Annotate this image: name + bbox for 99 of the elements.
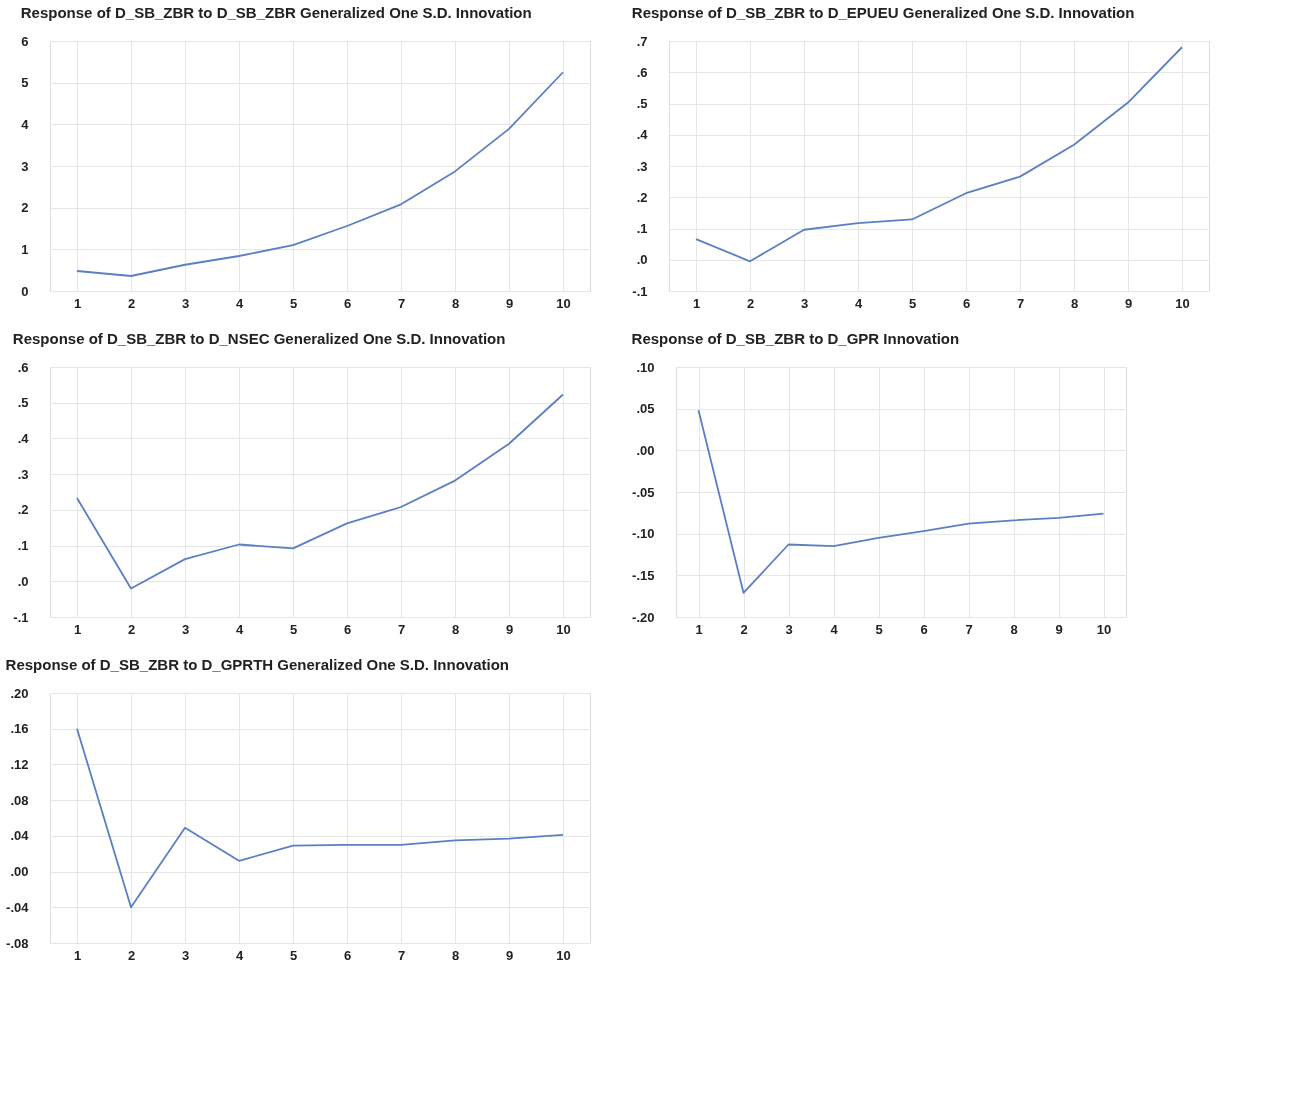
y-tick-label: .16: [10, 721, 29, 737]
y-tick-label: .1: [636, 221, 648, 236]
y-tick-label: -.08: [6, 935, 29, 951]
x-tick-label: 5: [908, 295, 917, 311]
y-tick-label: .1: [17, 538, 29, 554]
x-tick-label: 5: [289, 947, 298, 963]
y-tick-label: .0: [17, 573, 29, 589]
x-tick-label: 8: [1070, 295, 1079, 311]
x-tick-label: 10: [1096, 621, 1112, 637]
x-tick-label: 7: [1016, 295, 1025, 311]
x-tick-label: 2: [746, 295, 755, 311]
y-tick-label: -.20: [632, 609, 655, 625]
y-tick-label: -.10: [632, 526, 655, 542]
x-tick-label: 2: [127, 947, 136, 963]
x-tick-label: 8: [1010, 621, 1018, 637]
y-tick-label: .00: [636, 442, 655, 458]
chart-title: Response of D_SB_ZBR to D_GPR Innovation: [631, 330, 960, 347]
y-tick-label: .5: [636, 96, 648, 111]
y-tick-label: 2: [21, 200, 29, 216]
chart-title: Response of D_SB_ZBR to D_SB_ZBR Generalized One S.D. Innovation: [20, 4, 532, 21]
x-tick-label: 8: [451, 947, 460, 963]
y-tick-label: .4: [17, 430, 30, 446]
x-tick-label: 7: [397, 947, 406, 963]
y-tick-label: .3: [17, 466, 29, 482]
x-tick-label: 10: [556, 947, 571, 963]
x-tick-label: 6: [343, 947, 352, 963]
y-tick-label: 1: [21, 241, 29, 257]
x-tick-label: 7: [397, 295, 406, 311]
x-tick-label: 1: [73, 947, 82, 963]
x-tick-label: 4: [830, 621, 839, 637]
x-tick-label: 6: [343, 621, 352, 637]
x-tick-label: 2: [127, 621, 136, 637]
y-tick-label: 4: [21, 116, 30, 132]
x-tick-label: 9: [1055, 621, 1063, 637]
y-tick-label: .05: [636, 401, 655, 417]
y-tick-label: .4: [636, 127, 649, 143]
chart-title: Response of D_SB_ZBR to D_NSEC Generalized One S.D. Innovation: [12, 330, 506, 347]
y-tick-label: .00: [10, 864, 29, 880]
line-series: [76, 727, 564, 909]
x-tick-label: 1: [73, 295, 82, 311]
x-tick-label: 9: [1124, 295, 1133, 311]
x-tick-label: 5: [289, 295, 298, 311]
x-tick-label: 3: [785, 621, 793, 637]
x-tick-label: 5: [289, 621, 298, 637]
x-tick-label: 4: [854, 295, 863, 311]
x-tick-label: 1: [73, 621, 82, 637]
y-tick-label: .7: [636, 33, 648, 49]
y-tick-label: .0: [636, 252, 648, 268]
y-tick-label: 5: [21, 75, 29, 91]
y-tick-label: .6: [636, 64, 648, 80]
x-tick-label: 9: [505, 621, 514, 637]
x-tick-label: 7: [965, 621, 973, 637]
line-series: [76, 71, 564, 277]
y-tick-label: .20: [10, 685, 29, 701]
y-tick-label: -.05: [632, 484, 655, 500]
line-series: [695, 46, 1183, 263]
x-tick-label: 6: [962, 295, 971, 311]
x-tick-label: 1: [695, 621, 703, 637]
x-tick-label: 6: [920, 621, 928, 637]
y-tick-label: 6: [21, 33, 29, 49]
x-tick-label: 4: [235, 621, 244, 637]
y-tick-label: .08: [10, 792, 29, 808]
line-series: [697, 409, 1105, 594]
y-tick-label: 0: [21, 283, 29, 299]
x-tick-label: 5: [875, 621, 883, 637]
x-tick-label: 10: [1175, 295, 1190, 311]
x-tick-label: 10: [556, 295, 571, 311]
y-tick-label: .04: [10, 828, 30, 844]
x-tick-label: 1: [692, 295, 701, 311]
x-tick-label: 3: [181, 295, 190, 311]
x-tick-label: 8: [451, 295, 460, 311]
x-tick-label: 10: [556, 621, 571, 637]
x-tick-label: 3: [181, 621, 190, 637]
x-tick-label: 7: [397, 621, 406, 637]
y-tick-label: .2: [636, 189, 648, 205]
y-tick-label: .3: [636, 158, 648, 174]
y-tick-label: -.1: [632, 283, 648, 299]
x-tick-label: 6: [343, 295, 352, 311]
y-tick-label: .12: [10, 756, 29, 772]
y-tick-label: .5: [17, 395, 29, 411]
y-tick-label: .10: [636, 359, 655, 375]
x-tick-label: 4: [235, 947, 244, 963]
x-tick-label: 8: [451, 621, 460, 637]
x-tick-label: 4: [235, 295, 244, 311]
y-tick-label: .6: [17, 359, 29, 375]
x-tick-label: 2: [127, 295, 136, 311]
y-tick-label: 3: [21, 158, 29, 174]
y-tick-label: -.15: [632, 567, 655, 583]
line-series: [76, 393, 564, 590]
x-tick-label: 3: [181, 947, 190, 963]
chart-title: Response of D_SB_ZBR to D_EPUEU Generalized One S.D. Innovation: [631, 4, 1135, 21]
chart-title: Response of D_SB_ZBR to D_GPRTH Generalized One S.D. Innovation: [5, 656, 510, 673]
y-tick-label: -.1: [13, 609, 29, 625]
y-tick-label: -.04: [6, 899, 30, 915]
x-tick-label: 3: [800, 295, 809, 311]
x-tick-label: 9: [505, 947, 514, 963]
x-tick-label: 9: [505, 295, 514, 311]
x-tick-label: 2: [740, 621, 748, 637]
y-tick-label: .2: [17, 502, 29, 518]
